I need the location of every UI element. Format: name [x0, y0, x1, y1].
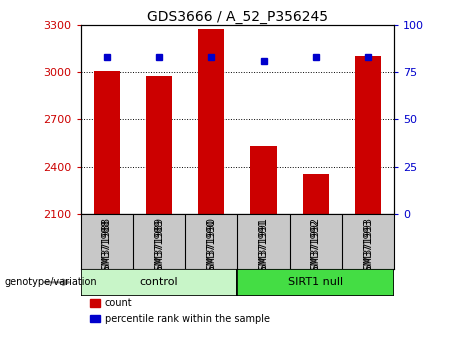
Text: control: control: [140, 277, 178, 287]
Text: GSM371993: GSM371993: [363, 218, 373, 278]
Bar: [303, 174, 329, 214]
Text: SIRT1 null: SIRT1 null: [288, 277, 343, 287]
Text: GSM371991: GSM371991: [259, 217, 269, 276]
Text: GSM371992: GSM371992: [311, 217, 321, 276]
Text: GSM371993: GSM371993: [363, 217, 373, 276]
Text: GSM371990: GSM371990: [206, 217, 216, 276]
Text: GSM371990: GSM371990: [206, 218, 216, 278]
Title: GDS3666 / A_52_P356245: GDS3666 / A_52_P356245: [147, 10, 328, 24]
Text: GSM371989: GSM371989: [154, 218, 164, 278]
Text: percentile rank within the sample: percentile rank within the sample: [105, 314, 270, 324]
Bar: [146, 76, 172, 214]
Bar: [81, 269, 237, 296]
Bar: [355, 56, 381, 214]
Text: GSM371988: GSM371988: [102, 217, 112, 276]
Bar: [237, 269, 394, 296]
Text: GSM371988: GSM371988: [102, 218, 112, 278]
Text: GSM371992: GSM371992: [311, 218, 321, 278]
Bar: [94, 72, 120, 214]
Text: GSM371991: GSM371991: [259, 218, 269, 278]
Text: count: count: [105, 298, 132, 308]
Bar: [198, 29, 225, 214]
Text: GSM371989: GSM371989: [154, 217, 164, 276]
Bar: [250, 146, 277, 214]
Text: genotype/variation: genotype/variation: [5, 277, 97, 287]
